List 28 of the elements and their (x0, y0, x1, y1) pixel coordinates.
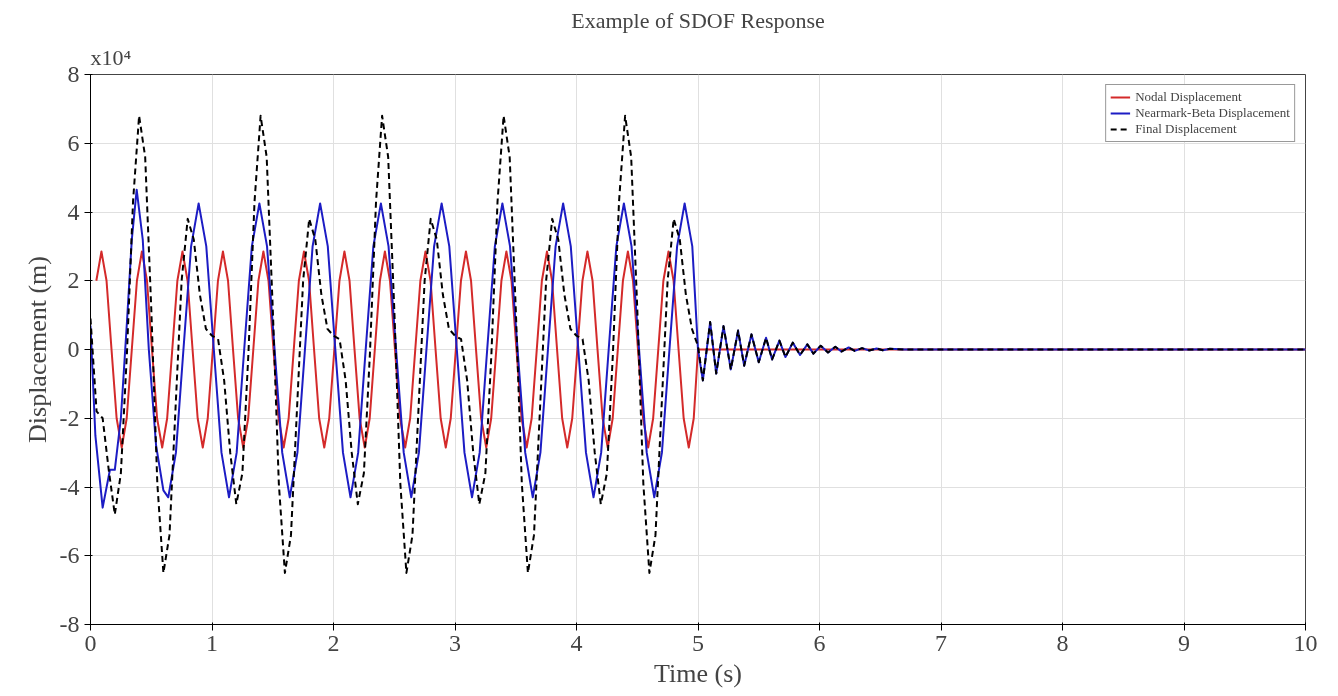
y-tick-label: 0 (67, 336, 80, 362)
x-tick-label: 6 (813, 629, 826, 656)
x-tick-label: 4 (570, 629, 583, 656)
legend-label: Nearmark-Beta Displacement (1135, 105, 1290, 121)
y-axis-title: Displacement (m) (22, 255, 52, 443)
y-tick-label: 2 (67, 267, 80, 294)
x-tick-label: 5 (692, 629, 704, 656)
x-tick-label: 3 (449, 629, 461, 656)
y-tick-label: -2 (59, 404, 80, 431)
x-axis-title: Time (s) (654, 658, 742, 688)
line-series (90, 188, 1306, 509)
y-tick-label: 8 (67, 61, 80, 87)
y-tick-label: 6 (67, 129, 80, 156)
x-tick-label: 1 (206, 629, 218, 656)
x-tick-label: 2 (327, 629, 340, 656)
x-tick-label: 10 (1293, 629, 1318, 656)
y-tick-label: -6 (59, 542, 80, 569)
chart-title: Example of SDOF Response (571, 7, 825, 33)
legend-label: Final Displacement (1135, 121, 1237, 137)
y-tick-label: -8 (59, 611, 80, 637)
x-tick-label: 0 (84, 629, 97, 656)
y-tick-label: 4 (67, 198, 80, 225)
y-tick-label: -4 (59, 473, 80, 500)
text: x10⁴ (90, 44, 132, 70)
x-tick-label: 8 (1056, 629, 1069, 656)
x-tick-label: 9 (1178, 629, 1190, 656)
x-tick-label: 7 (935, 629, 947, 656)
legend-label: Nodal Displacement (1135, 89, 1242, 105)
